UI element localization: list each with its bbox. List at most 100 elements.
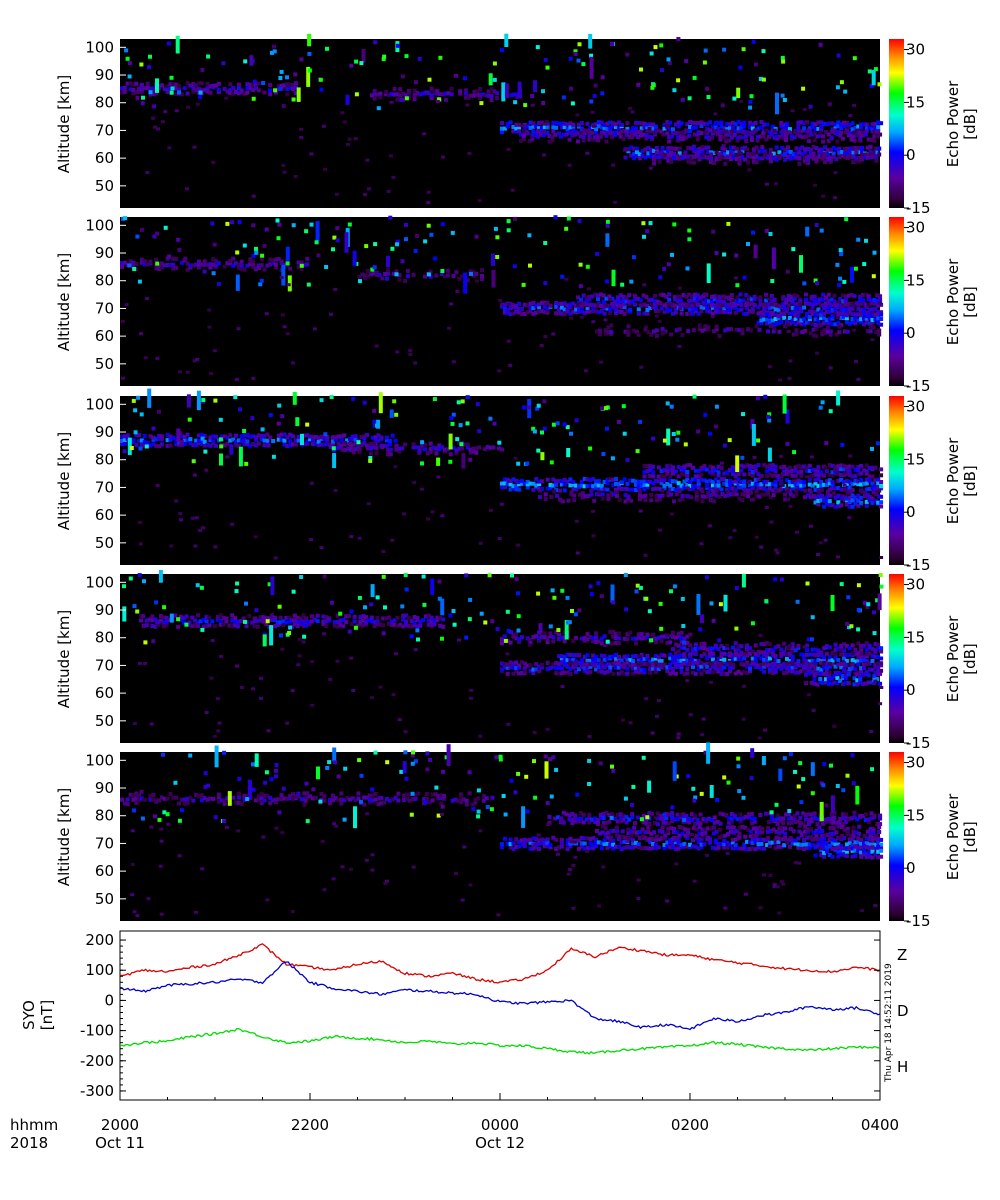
echo-cell: [824, 469, 829, 474]
echo-cell: [261, 619, 266, 624]
echo-cell: [528, 301, 533, 306]
echo-cell: [248, 262, 253, 267]
echo-cell: [256, 433, 261, 438]
echo-cell: [413, 249, 418, 253]
echo-cell: [284, 615, 289, 620]
echo-cell: [428, 269, 433, 274]
echo-cell: [647, 129, 652, 134]
echo-cell: [566, 216, 571, 221]
echo-cell: [773, 307, 778, 312]
echo-cell: [855, 682, 860, 687]
echo-cell: [802, 645, 807, 649]
echo-cell: [807, 482, 812, 487]
echo-cell: [748, 464, 752, 468]
echo-cell: [139, 62, 144, 67]
echo-cell: [596, 662, 601, 667]
echo-cell: [228, 433, 233, 438]
echo-cell: [358, 279, 362, 284]
echo-cell: [745, 664, 750, 669]
echo-cell: [749, 135, 754, 140]
echo-cell: [565, 663, 570, 668]
echo-cell: [673, 635, 678, 640]
echo-cell: [642, 661, 647, 666]
echo-cell: [856, 655, 861, 660]
echo-cell: [833, 647, 838, 652]
echo-cell: [762, 122, 767, 127]
echo-cell: [611, 600, 616, 605]
echo-cell: [296, 434, 301, 439]
echo-cell: [824, 495, 829, 500]
echo-cell: [152, 234, 157, 239]
echo-cell: [157, 433, 162, 438]
echo-cell: [302, 263, 307, 268]
echo-cell: [724, 139, 729, 144]
echo-cell: [662, 126, 667, 131]
echo-cell: [714, 327, 719, 332]
echo-cell: [319, 434, 324, 439]
echo-cell: [612, 492, 617, 497]
echo-cell: [515, 92, 520, 97]
y-tick-label: 60: [95, 327, 114, 345]
echo-cell: [614, 308, 618, 312]
echo-cell: [182, 86, 187, 91]
echo-cell: [417, 445, 422, 450]
echo-cell: [739, 671, 744, 676]
echo-cell: [799, 473, 804, 478]
echo-cell: [398, 87, 403, 92]
echo-cell: [174, 499, 179, 503]
echo-cell: [719, 120, 724, 125]
echo-cell: [651, 122, 656, 127]
echo-cell: [875, 299, 880, 304]
echo-cell: [622, 431, 627, 436]
echo-cell: [852, 104, 857, 107]
echo-cell: [148, 90, 153, 95]
echo-cell: [139, 613, 143, 618]
echo-cell: [664, 294, 669, 299]
echo-cell: [876, 481, 881, 486]
echo-cell: [528, 640, 533, 645]
echo-cell: [459, 442, 464, 447]
echo-cell: [835, 303, 840, 308]
y-tick-label: 60: [95, 506, 114, 524]
echo-cell: [150, 624, 155, 628]
echo-cell: [662, 123, 667, 127]
echo-cell: [739, 657, 744, 662]
echo-cell: [859, 471, 864, 476]
echo-cell: [483, 93, 488, 98]
echo-cell: [790, 318, 795, 323]
echo-cell: [693, 660, 698, 665]
echo-cell: [790, 483, 795, 488]
echo-cell: [635, 449, 640, 454]
echo-cell: [395, 350, 400, 354]
echo-cell: [721, 144, 726, 148]
echo-cell: [728, 651, 732, 656]
echo-cell: [211, 262, 216, 267]
echo-cell: [846, 133, 851, 138]
echo-cell: [401, 91, 406, 96]
echo-cell: [802, 480, 807, 485]
echo-cell: [850, 320, 855, 325]
echo-cell: [143, 356, 148, 360]
echo-cell: [827, 481, 832, 486]
echo-cell: [602, 657, 607, 662]
echo-cell: [135, 609, 140, 614]
echo-cell: [652, 148, 656, 153]
echo-cell: [440, 598, 445, 616]
echo-cell: [817, 151, 822, 156]
echo-cell: [639, 365, 644, 369]
echo-cell: [594, 640, 599, 644]
echo-cell: [720, 146, 725, 151]
echo-cell: [332, 620, 337, 624]
echo-cell: [805, 643, 809, 648]
echo-cell: [525, 479, 530, 484]
echo-cell: [659, 662, 664, 667]
echo-cell: [827, 655, 832, 660]
echo-cell: [577, 307, 581, 312]
echo-cell: [868, 324, 873, 329]
echo-cell: [842, 310, 846, 315]
echo-cell: [611, 654, 616, 659]
echo-cell: [710, 661, 715, 666]
echo-cell: [716, 479, 721, 484]
echo-cell: [403, 442, 408, 447]
echo-cell: [265, 432, 270, 437]
